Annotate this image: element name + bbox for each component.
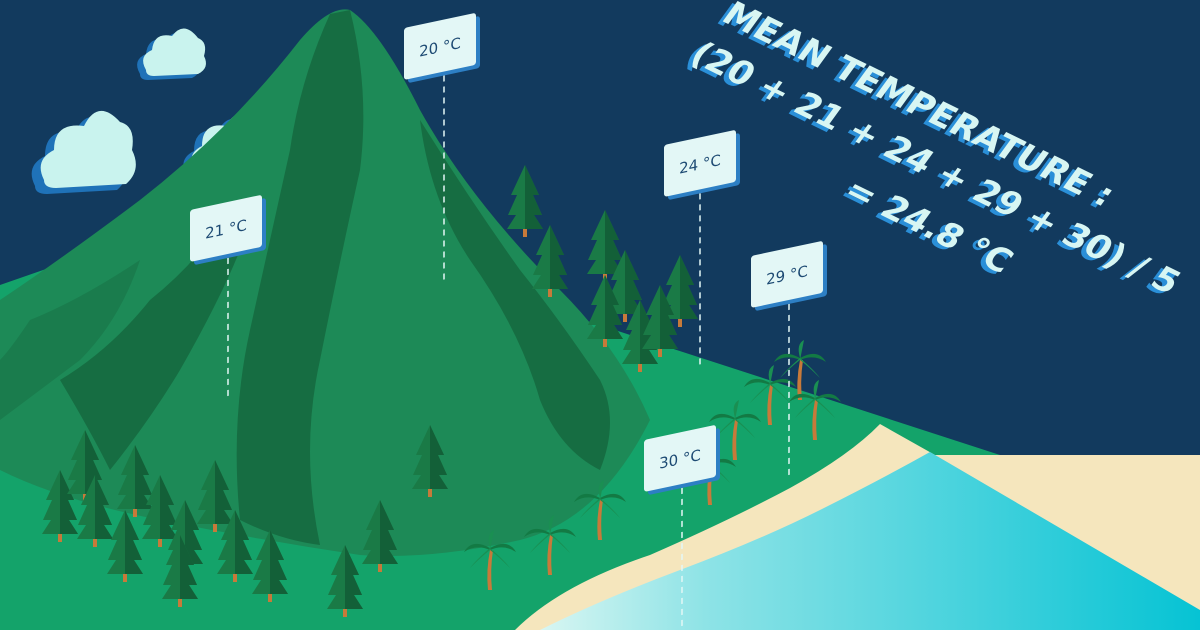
palm-tree-icon: [744, 365, 796, 425]
pine-tree-icon: [587, 275, 623, 347]
pine-tree-group: [42, 165, 698, 617]
pine-tree-icon: [532, 225, 568, 297]
pine-tree-icon: [362, 500, 398, 572]
pine-tree-icon: [162, 535, 198, 607]
temperature-sign: 20 °C: [404, 13, 480, 282]
cloud-icon: [137, 28, 206, 80]
temperature-sign: 29 °C: [751, 241, 827, 481]
mountain: [0, 9, 650, 556]
palm-tree-icon: [789, 380, 841, 440]
palm-tree-icon: [524, 515, 576, 575]
cloud-icon: [31, 110, 136, 194]
pine-tree-icon: [412, 425, 448, 497]
pine-tree-icon: [142, 475, 178, 547]
palm-tree-icon: [774, 340, 826, 400]
pine-tree-icon: [107, 510, 143, 582]
temperature-sign: 24 °C: [664, 130, 740, 370]
pine-tree-icon: [117, 445, 153, 517]
pine-tree-icon: [507, 165, 543, 237]
pine-tree-icon: [77, 475, 113, 547]
pine-tree-icon: [327, 545, 363, 617]
pine-tree-icon: [662, 255, 698, 327]
pine-tree-icon: [607, 250, 643, 322]
pine-tree-icon: [197, 460, 233, 532]
temperature-sign: 21 °C: [190, 195, 266, 399]
pine-tree-icon: [217, 510, 253, 582]
palm-tree-icon: [574, 480, 626, 540]
temperature-sign: 30 °C: [644, 425, 720, 630]
palm-tree-icon: [464, 530, 516, 590]
pine-tree-icon: [642, 285, 678, 357]
sea-water: [540, 452, 1200, 630]
pine-tree-icon: [252, 530, 288, 602]
pine-tree-icon: [42, 470, 78, 542]
